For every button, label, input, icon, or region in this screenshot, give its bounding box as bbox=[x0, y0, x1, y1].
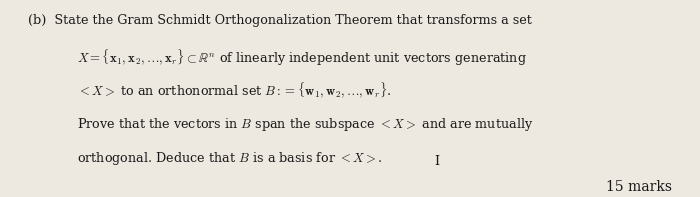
Text: orthogonal. Deduce that $B$ is a basis for $< X >$.: orthogonal. Deduce that $B$ is a basis f… bbox=[77, 150, 382, 167]
Text: 15 marks: 15 marks bbox=[606, 180, 672, 194]
Text: I: I bbox=[434, 155, 439, 168]
Text: $X = \{\mathbf{x}_1, \mathbf{x}_2, \ldots, \mathbf{x}_r\} \subset \mathbb{R}^n$ : $X = \{\mathbf{x}_1, \mathbf{x}_2, \ldot… bbox=[77, 47, 527, 68]
Text: Prove that the vectors in $B$ span the subspace $< X >$ and are mutually: Prove that the vectors in $B$ span the s… bbox=[77, 116, 533, 133]
Text: (b)  State the Gram Schmidt Orthogonalization Theorem that transforms a set: (b) State the Gram Schmidt Orthogonaliza… bbox=[28, 14, 532, 27]
Text: $< X >$ to an orthonormal set $B := \{\mathbf{w}_1, \mathbf{w}_2, \ldots, \mathb: $< X >$ to an orthonormal set $B := \{\m… bbox=[77, 81, 391, 100]
